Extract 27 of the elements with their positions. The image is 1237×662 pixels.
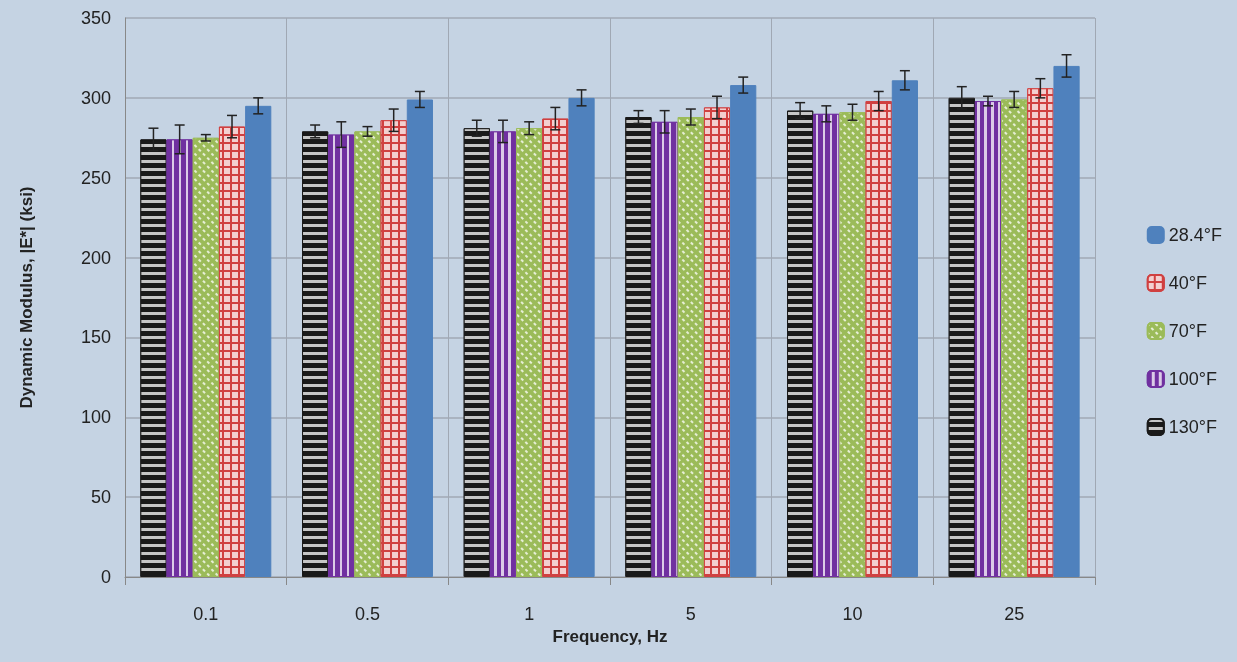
bar (891, 80, 918, 577)
x-tick-label: 0.5 (354, 604, 381, 624)
y-tick-label: 150 (80, 327, 111, 348)
y-tick-label: 50 (90, 487, 111, 508)
legend-label: 130°F (1168, 417, 1218, 437)
x-tick-label: 1 (524, 604, 535, 624)
x-axis-title: Frequency, Hz (552, 626, 668, 646)
bar (245, 105, 272, 577)
bar (406, 99, 433, 577)
y-tick-label: 0 (100, 567, 111, 587)
y-tick-label: 300 (80, 87, 111, 108)
x-tick-label: 10 (842, 604, 863, 624)
x-tick-label: 25 (1004, 604, 1025, 624)
x-tick-label: 5 (685, 604, 696, 624)
y-tick-label: 200 (80, 247, 111, 268)
legend-label: 40°F (1168, 273, 1207, 293)
y-axis-title: Dynamic Modulus, |E*| (ksi) (17, 186, 36, 409)
y-tick-label: 100 (80, 407, 111, 428)
y-tick-label: 350 (80, 8, 111, 28)
y-tick-label: 250 (80, 167, 111, 188)
legend-label: 100°F (1168, 369, 1218, 389)
bar (568, 97, 595, 577)
bar (730, 85, 757, 577)
bar (1053, 65, 1080, 577)
x-tick-label: 0.1 (193, 604, 219, 624)
legend-label: 28.4°F (1168, 225, 1223, 245)
legend-label: 70°F (1168, 321, 1207, 341)
